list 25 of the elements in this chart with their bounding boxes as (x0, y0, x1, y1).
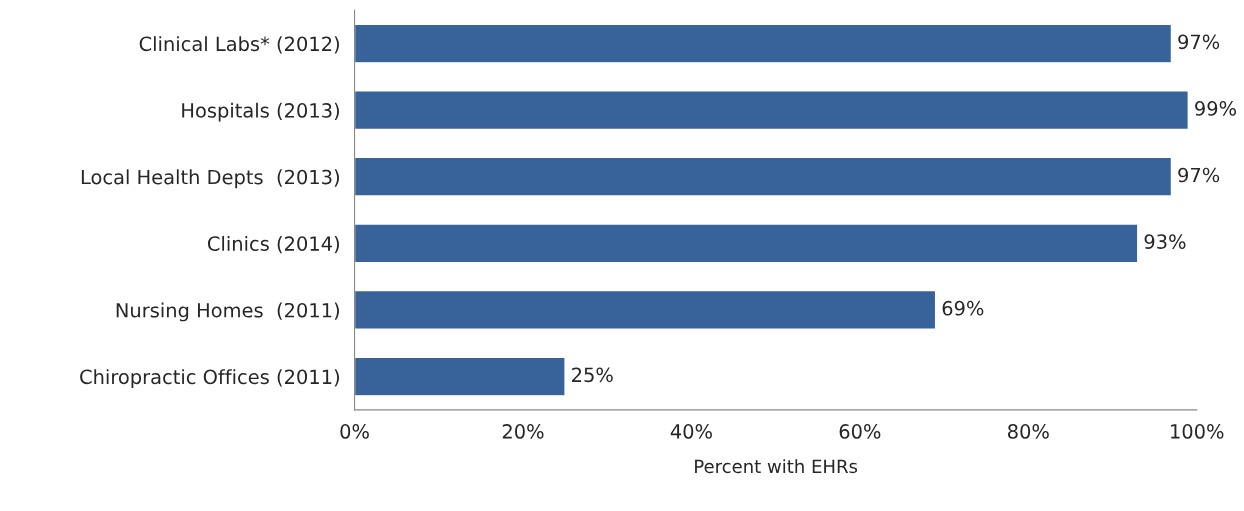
bar (354, 23, 1173, 64)
x-axis-title: Percent with EHRs (695, 459, 858, 474)
x-tick-label: 80% (1008, 424, 1049, 439)
x-tick-label: 0% (340, 424, 369, 439)
data-label: 99% (1195, 101, 1237, 116)
data-label: 93% (1144, 234, 1186, 249)
data-label: 69% (942, 300, 984, 316)
y-tick-label: Clinics (2014) (207, 235, 339, 254)
x-tick-label: 40% (670, 424, 712, 439)
x-tick-label: 100% (1171, 424, 1224, 439)
y-tick-label: Chiropractic Offices (2011) (80, 369, 339, 388)
y-tick-label: Local Health Depts (2013) (81, 169, 339, 189)
bar (354, 289, 937, 330)
bar (354, 356, 566, 397)
bar (354, 223, 1139, 264)
bar (354, 90, 1190, 131)
y-tick-label: Clinical Labs* (2012) (139, 36, 339, 54)
y-tick-label: Hospitals (2013) (182, 102, 339, 122)
data-label: 97% (1178, 167, 1220, 183)
data-label: 25% (572, 367, 613, 383)
y-tick-label: Nursing Homes (2011) (116, 302, 339, 322)
x-tick-label: 60% (839, 424, 881, 439)
bar (354, 156, 1173, 197)
data-label: 97% (1178, 34, 1220, 50)
x-tick-label: 20% (502, 424, 544, 439)
